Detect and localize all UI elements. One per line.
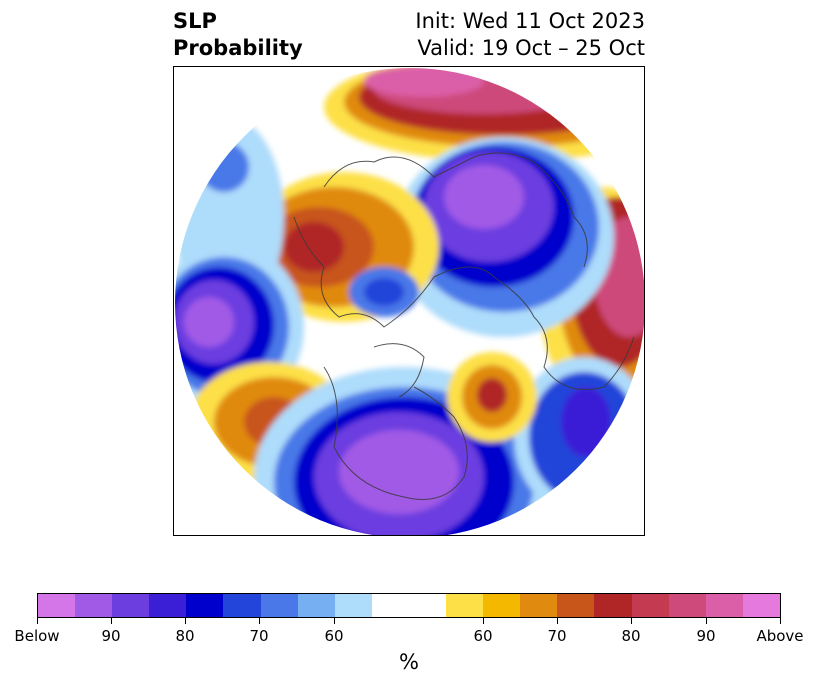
title-variable: SLP [173,9,217,33]
shade-below-siberia [444,165,524,229]
shade-above-europe [284,222,344,272]
colorbar-swatch [557,594,595,617]
colorbar-tick-label: 80 [621,627,641,645]
colorbar-swatch [260,594,298,617]
shade-above-north [364,68,484,97]
colorbar-swatch [223,594,261,617]
colorbar-tick-label: 60 [324,627,344,645]
colorbar-tick [111,618,112,624]
colorbar-swatch [668,594,706,617]
colorbar-tick [631,618,632,624]
colorbar-swatch [520,594,558,617]
colorbar-unit: % [399,650,419,674]
title-product: Probability [173,36,303,60]
colorbar-tick [483,618,484,624]
colorbar-swatch [408,594,447,617]
colorbar-tick [259,618,260,624]
colorbar-tick [557,618,558,624]
colorbar-swatch [594,594,632,617]
map-panel [173,66,645,536]
colorbar-tick [780,618,781,624]
colorbar-tick [706,618,707,624]
title-right: Init: Wed 11 Oct 2023 Valid: 19 Oct – 25… [415,8,645,62]
colorbar-swatch [705,594,743,617]
colorbar-swatch [334,594,372,617]
colorbar-swatch [631,594,669,617]
shade-below-central [364,278,404,306]
colorbar-tick-label: 70 [249,627,269,645]
colorbar-swatch [297,594,335,617]
colorbar-swatch [742,594,780,617]
probability-map [175,68,644,535]
colorbar-tick [37,618,38,624]
colorbar-tick-label: 80 [175,627,195,645]
colorbar [37,593,781,618]
shade-above-pacific [477,378,507,412]
colorbar-swatch [446,594,484,617]
shade-below-atlantic [199,142,249,192]
colorbar-swatch [38,594,76,617]
shade-below-atlantic [184,297,234,347]
colorbar-swatch [149,594,187,617]
colorbar-tick-label: Above [756,627,804,645]
colorbar-tick-label: 60 [473,627,493,645]
colorbar-swatch [186,594,224,617]
colorbar-tick-label: 90 [101,627,121,645]
colorbar-tick-label: Below [14,627,60,645]
valid-range: Valid: 19 Oct – 25 Oct [417,36,645,60]
colorbar-swatch [75,594,113,617]
shade-below-north-america [339,430,459,514]
colorbar-tick-label: 70 [547,627,567,645]
init-date: Init: Wed 11 Oct 2023 [415,9,645,33]
colorbar-swatch [112,594,150,617]
title-left: SLP Probability [173,8,303,62]
coastlines [293,152,635,500]
colorbar-tick [334,618,335,624]
colorbar-swatch [371,594,409,617]
shade-below-pacific [561,387,611,457]
colorbar-tick-label: 90 [696,627,716,645]
colorbar-tick [185,618,186,624]
colorbar-swatch [483,594,521,617]
